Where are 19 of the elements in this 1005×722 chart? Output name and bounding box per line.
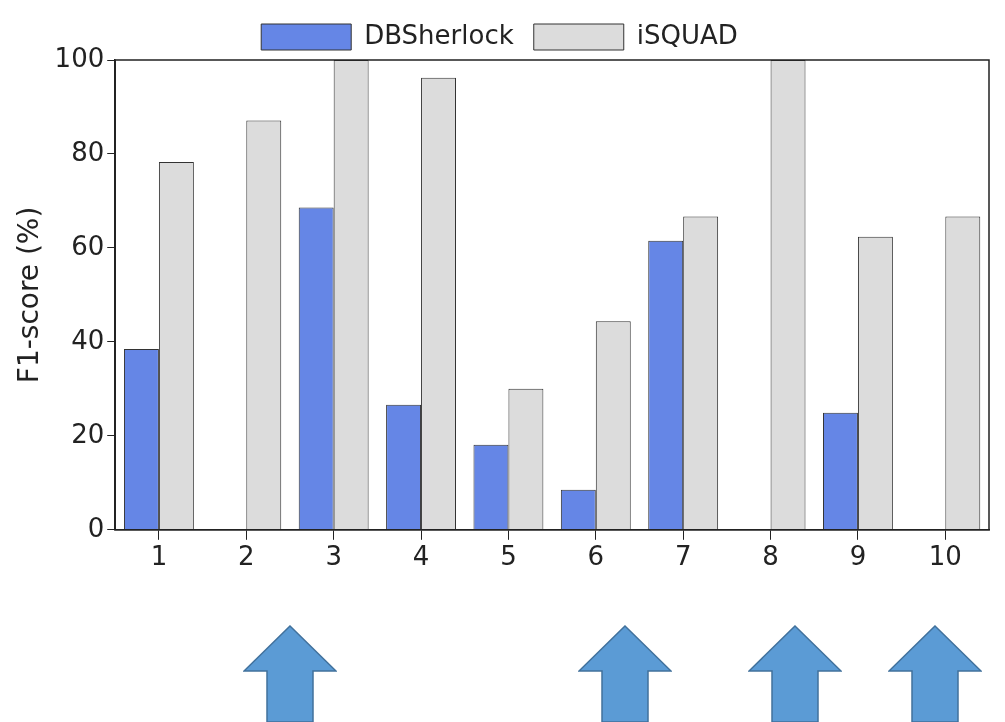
x-tick-label: 2	[238, 541, 255, 572]
x-tick-label: 1	[150, 541, 168, 572]
y-tick-label: 60	[71, 230, 105, 261]
x-tick-label: 7	[674, 541, 692, 572]
legend-label: iSQUAD	[636, 19, 738, 50]
y-tick-label: 20	[71, 418, 105, 449]
y-tick-label: 0	[87, 512, 105, 543]
x-tick-label: 8	[762, 541, 779, 572]
x-tick-label: 6	[587, 541, 605, 572]
y-axis-title: F1-score (%)	[12, 206, 46, 384]
x-tick-label: 4	[412, 541, 430, 572]
x-tick-label: 5	[500, 541, 517, 572]
legend-label: DBSherlock	[364, 19, 514, 50]
x-tick-label: 3	[325, 541, 342, 572]
x-tick-label: 9	[849, 541, 867, 572]
x-tick-label: 10	[928, 541, 962, 572]
y-tick-label: 80	[71, 136, 105, 167]
y-tick-label: 100	[54, 42, 105, 73]
y-tick-label: 40	[71, 324, 105, 355]
